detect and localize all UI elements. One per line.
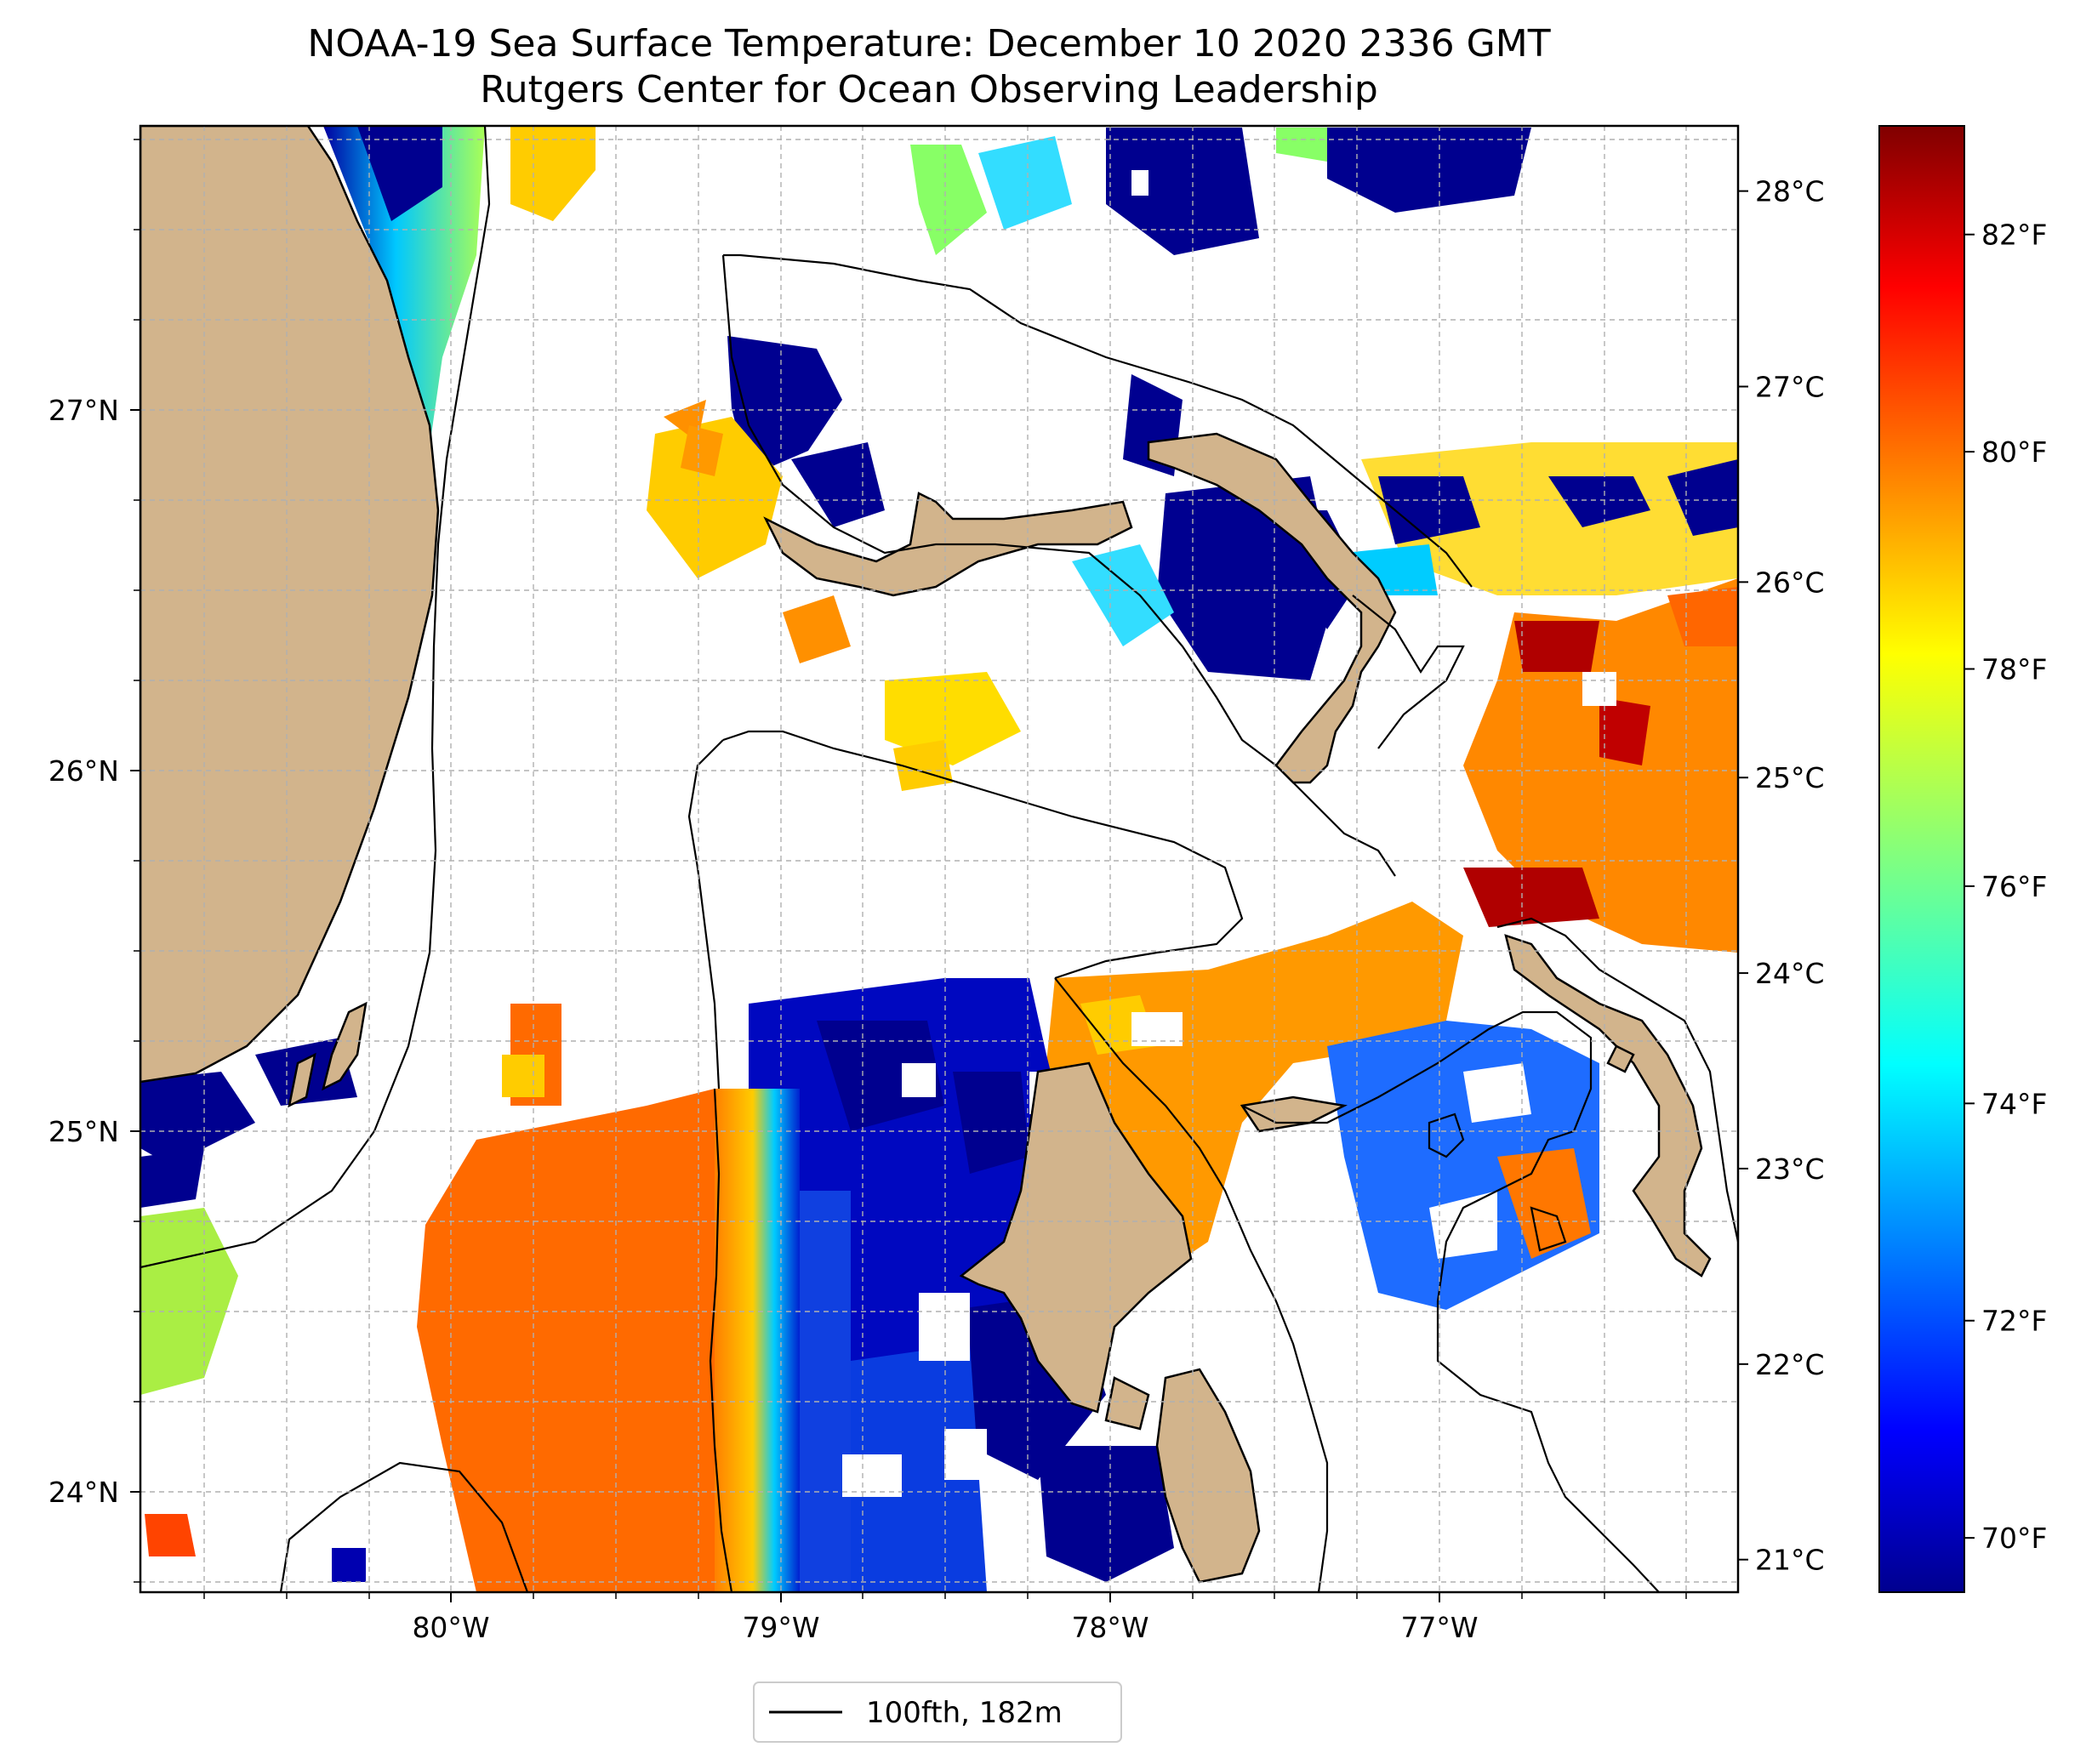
colorbar-f-tick-label: 78°F [1981, 653, 2047, 686]
legend-box [753, 1681, 1122, 1743]
lon-axis: 80°W 79°W 78°W 77°W [412, 1592, 1479, 1644]
lon-tick-label-79w: 79°W [742, 1611, 819, 1644]
legend-isobath-label: 100fth, 182m [866, 1696, 1063, 1730]
colorbar-f-tick-label: 82°F [1981, 219, 2047, 252]
map-title: NOAA-19 Sea Surface Temperature: Decembe… [307, 22, 1550, 65]
lat-tick-label-27n: 27°N [48, 394, 119, 427]
map-frame [139, 124, 1740, 1594]
lat-tick-label-26n: 26°N [48, 754, 119, 788]
colorbar-c-tick-label: 21°C [1755, 1544, 1825, 1577]
colorbar-c-tick-label: 28°C [1755, 175, 1825, 208]
colorbar-gradient [1878, 125, 1965, 1593]
minor-ticks [134, 139, 1687, 1599]
colorbar-f-tick-label: 76°F [1981, 870, 2047, 903]
lat-axis: 27°N 26°N 25°N 24°N [48, 394, 140, 1509]
map-legend: 100fth, 182m [753, 1681, 1122, 1743]
colorbar-f-tick-label: 70°F [1981, 1522, 2047, 1555]
lat-tick-label-24n: 24°N [48, 1476, 119, 1509]
land [140, 126, 1712, 1584]
colorbar: 70°F 72°F 74°F 76°F 78°F 80°F 82°F 21°C 22°C 23°… [1738, 125, 2047, 1593]
colorbar-c-tick-label: 23°C [1755, 1152, 1825, 1186]
colorbar-c-tick-label: 25°C [1755, 761, 1825, 794]
map-subtitle: Rutgers Center for Ocean Observing Leade… [480, 68, 1378, 111]
isobath-100fth [140, 126, 1738, 1592]
lon-tick-label-78w: 78°W [1071, 1611, 1148, 1644]
lat-tick-label-25n: 25°N [48, 1115, 119, 1148]
map-panel [140, 126, 1738, 1592]
lon-tick-label-77w: 77°W [1400, 1611, 1478, 1644]
colorbar-celsius-axis: 21°C 22°C 23°C 24°C 25°C 26°C 27°C 28°C [1738, 175, 1825, 1577]
colorbar-f-tick-label: 74°F [1981, 1087, 2047, 1120]
colorbar-f-tick-label: 80°F [1981, 435, 2047, 469]
colorbar-c-tick-label: 27°C [1755, 370, 1825, 403]
colorbar-c-tick-label: 24°C [1755, 957, 1825, 990]
colorbar-c-tick-label: 22°C [1755, 1348, 1825, 1381]
colorbar-f-tick-label: 72°F [1981, 1305, 2047, 1338]
colorbar-c-tick-label: 26°C [1755, 566, 1825, 599]
gridlines [140, 126, 1738, 1592]
colorbar-fahrenheit-axis: 70°F 72°F 74°F 76°F 78°F 80°F 82°F [1964, 219, 2047, 1555]
lon-tick-label-80w: 80°W [412, 1611, 489, 1644]
